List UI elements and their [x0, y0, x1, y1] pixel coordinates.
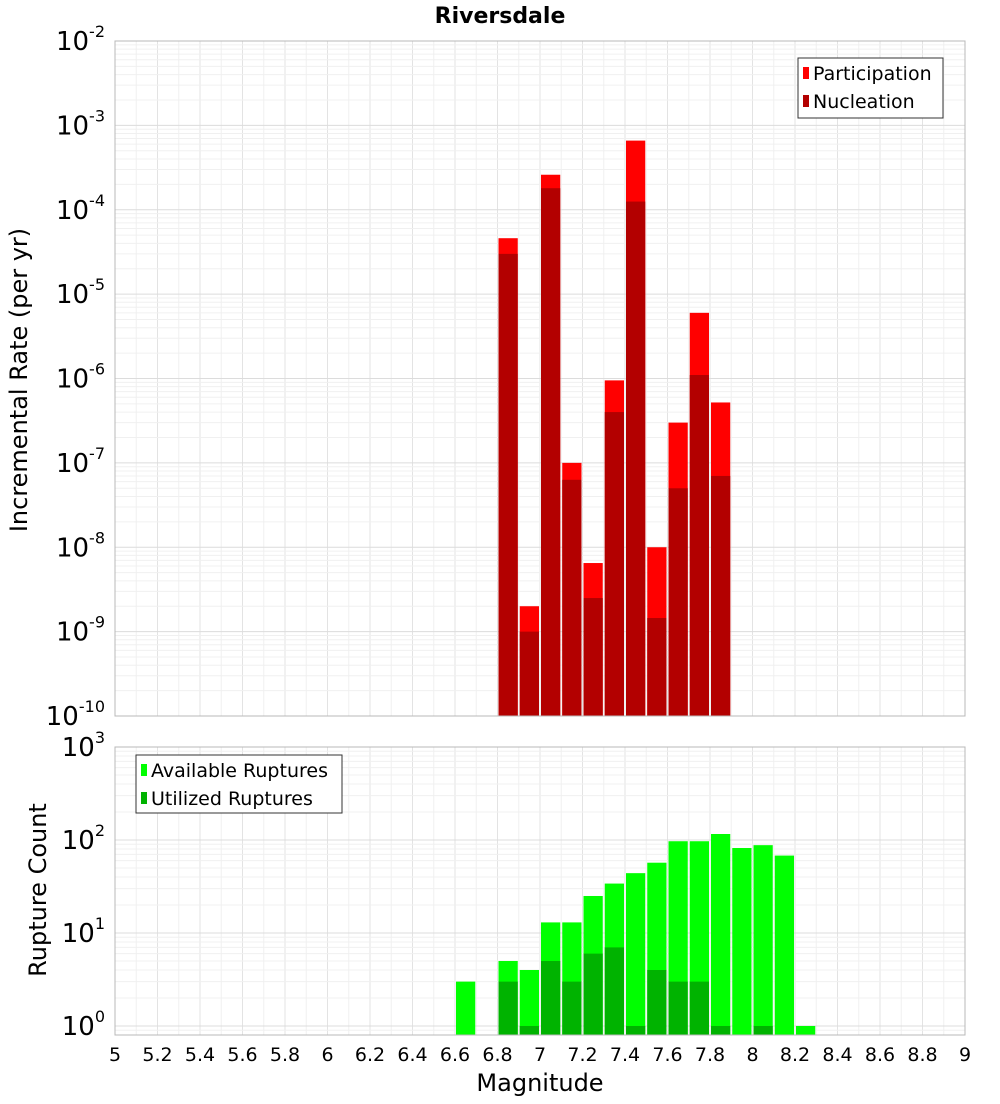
- top-legend-box: [797, 57, 944, 119]
- bottom-bar-available-ruptures: [774, 855, 794, 1035]
- x-tick-label: 8.2: [780, 1044, 810, 1066]
- top-bar-nucleation: [647, 618, 667, 716]
- legend-swatch-participation: [803, 67, 809, 79]
- top-y-tick-label: 10-6: [56, 360, 105, 395]
- bottom-bar-utilized-ruptures: [562, 981, 582, 1035]
- legend-swatch-available-ruptures: [141, 764, 147, 776]
- bottom-y-tick-label: 102: [62, 821, 105, 856]
- top-y-tick-label: 10-8: [56, 528, 105, 563]
- top-y-tick-label: 10-3: [56, 106, 105, 141]
- x-tick-label: 7.4: [610, 1044, 640, 1066]
- top-plot-border: [114, 40, 966, 717]
- bottom-bar-utilized-ruptures: [626, 1025, 646, 1035]
- bottom-bar-utilized-ruptures: [689, 981, 709, 1035]
- bottom-bar-utilized-ruptures: [583, 953, 603, 1035]
- x-tick-label: 5.4: [185, 1044, 215, 1066]
- bottom-bar-utilized-ruptures: [498, 981, 518, 1035]
- x-tick-label: 7: [534, 1044, 546, 1066]
- bottom-bar-utilized-ruptures: [711, 1025, 731, 1035]
- top-bar-nucleation: [689, 375, 709, 716]
- bottom-y-tick-label: 101: [62, 914, 105, 949]
- top-bar-nucleation: [519, 631, 539, 716]
- top-bar-nucleation: [626, 201, 646, 716]
- bottom-bar-utilized-ruptures: [753, 1025, 773, 1035]
- top-y-axis-label: Incremental Rate (per yr): [5, 228, 33, 532]
- bottom-y-tick-label: 100: [62, 1007, 105, 1042]
- x-tick-label: 9: [959, 1044, 971, 1066]
- x-tick-label: 7.8: [695, 1044, 725, 1066]
- legend-label-utilized-ruptures: Utilized Ruptures: [151, 788, 313, 810]
- x-tick-label: 5.6: [227, 1044, 257, 1066]
- legend-label-nucleation: Nucleation: [813, 91, 915, 113]
- top-bar-nucleation: [498, 253, 518, 716]
- bottom-legend-box: [135, 754, 343, 814]
- x-tick-label: 5: [109, 1044, 121, 1066]
- top-bar-nucleation: [541, 188, 561, 717]
- bottom-bar-available-ruptures: [711, 834, 731, 1035]
- bottom-bar-available-ruptures: [626, 873, 646, 1035]
- legend-label-participation: Participation: [813, 63, 932, 85]
- x-tick-label: 8.8: [907, 1044, 937, 1066]
- x-tick-label: 6: [321, 1044, 333, 1066]
- bottom-bar-available-ruptures: [753, 845, 773, 1035]
- top-y-tick-label: 10-9: [56, 613, 105, 648]
- top-y-tick-label: 10-10: [46, 697, 105, 732]
- top-bar-nucleation: [583, 598, 603, 716]
- bottom-bar-available-ruptures: [796, 1025, 816, 1035]
- x-tick-label: 8: [746, 1044, 758, 1066]
- top-bar-nucleation: [711, 475, 731, 716]
- bottom-bar-utilized-ruptures: [541, 960, 561, 1035]
- top-y-tick-label: 10-7: [56, 444, 105, 479]
- x-tick-label: 7.6: [652, 1044, 682, 1066]
- bottom-bar-available-ruptures: [732, 848, 752, 1035]
- x-tick-label: 8.4: [822, 1044, 852, 1066]
- chart-title: Riversdale: [435, 4, 566, 29]
- bottom-bar-utilized-ruptures: [647, 969, 667, 1035]
- x-tick-label: 6.6: [440, 1044, 470, 1066]
- legend-label-available-ruptures: Available Ruptures: [151, 760, 328, 782]
- x-tick-label: 7.2: [567, 1044, 597, 1066]
- bottom-bar-utilized-ruptures: [519, 1025, 539, 1035]
- x-tick-label: 6.2: [355, 1044, 385, 1066]
- x-tick-label: 5.2: [142, 1044, 172, 1066]
- bottom-y-axis-label: Rupture Count: [24, 803, 52, 977]
- bottom-bar-utilized-ruptures: [668, 981, 688, 1035]
- bottom-bar-available-ruptures: [456, 981, 476, 1035]
- x-tick-label: 6.8: [482, 1044, 512, 1066]
- bottom-y-tick-label: 103: [62, 728, 105, 763]
- top-bar-nucleation: [668, 488, 688, 716]
- bottom-bar-available-ruptures: [519, 969, 539, 1035]
- top-bar-nucleation: [562, 479, 582, 716]
- bottom-plot-border: [114, 746, 966, 1036]
- x-tick-label: 5.8: [270, 1044, 300, 1066]
- x-axis-label: Magnitude: [476, 1069, 603, 1097]
- x-tick-label: 8.6: [865, 1044, 895, 1066]
- top-y-tick-label: 10-5: [56, 275, 105, 310]
- legend-swatch-utilized-ruptures: [141, 792, 147, 804]
- x-tick-label: 6.4: [397, 1044, 427, 1066]
- top-y-tick-label: 10-4: [56, 191, 105, 226]
- top-y-tick-label: 10-2: [56, 22, 105, 57]
- legend-swatch-nucleation: [803, 95, 809, 107]
- top-bar-nucleation: [604, 412, 624, 716]
- bottom-bar-utilized-ruptures: [604, 947, 624, 1035]
